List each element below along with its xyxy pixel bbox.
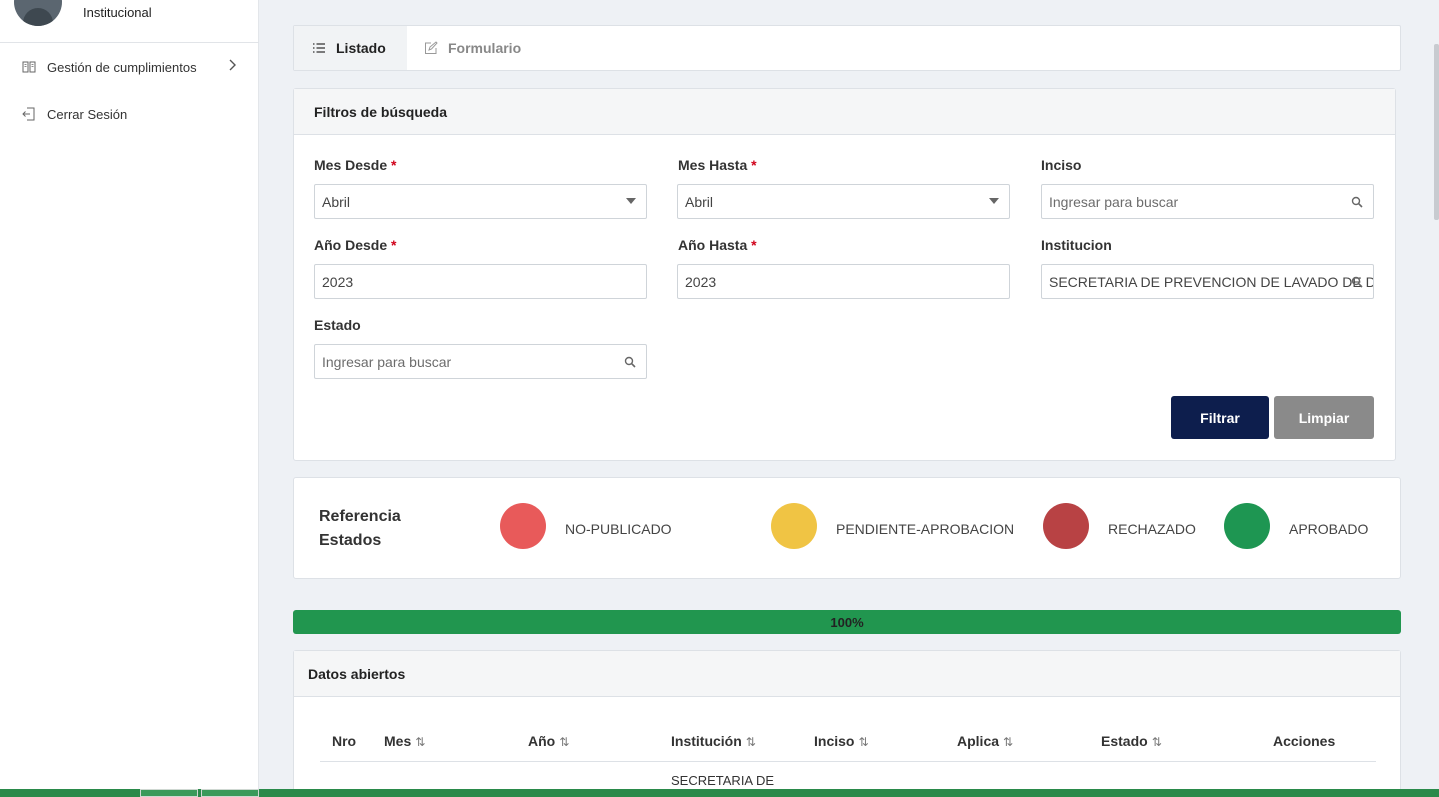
estado-label: Estado — [314, 317, 361, 333]
anio-hasta-value: 2023 — [685, 273, 717, 290]
tabs-bar: Listado Formulario — [293, 25, 1401, 71]
mes-desde-label: Mes Desde * — [314, 157, 397, 173]
mes-hasta-select[interactable]: Abril — [677, 184, 1010, 219]
column-header-inciso[interactable]: Inciso ⇅ — [814, 733, 869, 749]
sidebar: Institucional Gestión de cumplimientos C… — [0, 0, 259, 797]
sidebar-item-cerrar-sesion[interactable]: Cerrar Sesión — [0, 97, 259, 131]
clear-button[interactable]: Limpiar — [1274, 396, 1374, 439]
tab-label: Formulario — [448, 40, 522, 56]
search-icon — [624, 355, 638, 369]
search-icon — [1351, 275, 1365, 289]
chevron-down-icon — [989, 198, 999, 204]
progress-bar: 100% — [293, 610, 1401, 634]
status-dot-aprobado — [1224, 503, 1270, 549]
filter-button[interactable]: Filtrar — [1171, 396, 1269, 439]
legend-label-rechazado: RECHAZADO — [1108, 521, 1196, 537]
status-dot-rechazado — [1043, 503, 1089, 549]
filters-panel: Filtros de búsqueda Mes Desde * Abril Me… — [293, 88, 1396, 461]
taskbar-item[interactable] — [201, 789, 259, 797]
legend-label-aprobado: APROBADO — [1289, 521, 1369, 537]
anio-hasta-label: Año Hasta * — [678, 237, 757, 253]
mes-desde-value: Abril — [322, 193, 351, 210]
sidebar-divider — [0, 42, 259, 43]
legend-label-no-publicado: NO-PUBLICADO — [565, 521, 672, 537]
inciso-label: Inciso — [1041, 157, 1082, 173]
sort-icon: ⇅ — [1003, 735, 1014, 749]
sort-icon: ⇅ — [1151, 735, 1162, 749]
institucion-value: SECRETARIA DE PREVENCION DE LAVADO DE DI… — [1049, 273, 1373, 290]
legend-title-line2: Estados — [319, 532, 382, 549]
column-header-institucion[interactable]: Institución ⇅ — [671, 733, 756, 749]
chevron-down-icon — [626, 198, 636, 204]
search-icon — [1351, 195, 1365, 209]
tab-listado[interactable]: Listado — [294, 26, 407, 70]
mes-hasta-label: Mes Hasta * — [678, 157, 757, 173]
edit-icon — [424, 41, 438, 55]
column-header-estado[interactable]: Estado ⇅ — [1101, 733, 1162, 749]
legend-title-line1: Referencia — [319, 508, 401, 525]
legend-label-pendiente-aprobacion: PENDIENTE-APROBACION — [836, 521, 1015, 537]
column-header-aplica[interactable]: Aplica ⇅ — [957, 733, 1014, 749]
status-dot-pendiente-aprobacion — [771, 503, 817, 549]
user-role: Institucional — [83, 5, 152, 20]
column-header-nro[interactable]: Nro — [332, 733, 357, 749]
list-icon — [312, 41, 326, 55]
anio-desde-value: 2023 — [322, 273, 354, 290]
inciso-placeholder: Ingresar para buscar — [1049, 193, 1179, 210]
chevron-right-icon — [228, 58, 236, 75]
sidebar-item-label: Gestión de cumplimientos — [47, 59, 197, 75]
logout-icon — [22, 107, 36, 121]
institucion-search-input[interactable]: SECRETARIA DE PREVENCION DE LAVADO DE DI… — [1041, 264, 1374, 299]
anio-hasta-input[interactable]: 2023 — [677, 264, 1010, 299]
table-header-divider — [320, 761, 1376, 762]
institucion-label: Institucion — [1041, 237, 1112, 253]
filters-title: Filtros de búsqueda — [294, 89, 1395, 135]
mes-hasta-value: Abril — [685, 193, 714, 210]
sidebar-item-label: Cerrar Sesión — [47, 106, 128, 122]
table-cell-institucion: SECRETARIA DE — [671, 773, 775, 788]
status-legend: Referencia Estados NO-PUBLICADO PENDIENT… — [293, 477, 1401, 579]
sort-icon: ⇅ — [745, 735, 756, 749]
estado-placeholder: Ingresar para buscar — [322, 353, 452, 370]
legend-title: Referencia Estados — [319, 505, 439, 553]
status-dot-no-publicado — [500, 503, 546, 549]
tab-label: Listado — [336, 40, 386, 56]
datos-abiertos-panel: Datos abiertos Nro Mes ⇅ Año ⇅ Institución… — [293, 650, 1401, 797]
estado-search-input[interactable]: Ingresar para buscar — [314, 344, 647, 379]
sort-icon: ⇅ — [559, 735, 570, 749]
progress-label: 100% — [830, 614, 864, 630]
anio-desde-label: Año Desde * — [314, 237, 397, 253]
column-header-mes[interactable]: Mes ⇅ — [384, 733, 426, 749]
taskbar-item[interactable] — [140, 789, 198, 797]
book-icon — [22, 60, 36, 74]
anio-desde-input[interactable]: 2023 — [314, 264, 647, 299]
mes-desde-select[interactable]: Abril — [314, 184, 647, 219]
taskbar — [0, 789, 1439, 797]
column-header-anio[interactable]: Año ⇅ — [528, 733, 570, 749]
tab-formulario[interactable]: Formulario — [424, 26, 521, 70]
sort-icon: ⇅ — [858, 735, 869, 749]
column-header-acciones: Acciones — [1273, 733, 1336, 749]
progress-fill: 100% — [293, 610, 1401, 634]
avatar — [14, 0, 62, 26]
datos-title: Datos abiertos — [294, 651, 1400, 697]
scrollbar-thumb[interactable] — [1434, 44, 1439, 220]
sort-icon: ⇅ — [415, 735, 426, 749]
inciso-search-input[interactable]: Ingresar para buscar — [1041, 184, 1374, 219]
sidebar-item-gestion-cumplimientos[interactable]: Gestión de cumplimientos — [0, 50, 259, 84]
